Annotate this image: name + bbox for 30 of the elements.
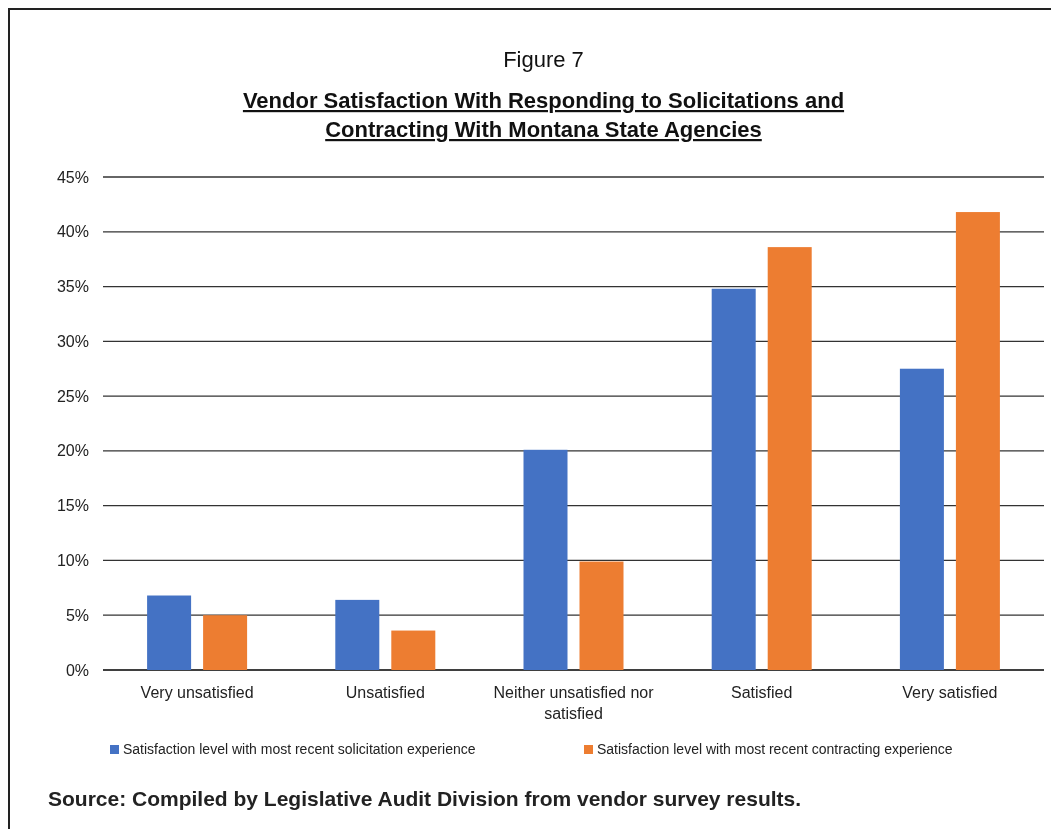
legend-label: Satisfaction level with most recent contracting experience xyxy=(597,741,953,757)
bar xyxy=(335,599,380,670)
chart-title: Figure 7 xyxy=(503,47,584,72)
bar xyxy=(955,212,1000,670)
bar xyxy=(391,630,436,670)
bar xyxy=(711,288,756,670)
y-tick-label: 25% xyxy=(56,387,89,405)
bar xyxy=(579,561,624,670)
bar xyxy=(203,615,248,670)
y-tick-label: 0% xyxy=(65,661,89,679)
y-tick-label: 30% xyxy=(56,332,89,350)
y-tick-label: 5% xyxy=(65,606,89,624)
bar xyxy=(523,449,568,670)
y-tick-label: 40% xyxy=(56,223,89,241)
x-tick-label: Satisfied xyxy=(731,684,793,701)
x-tick-label: Unsatisfied xyxy=(345,684,425,701)
source-note: Source: Compiled by Legislative Audit Division from vendor survey results. xyxy=(48,787,802,810)
x-tick-label: Neither unsatisfied nor satisfied xyxy=(493,684,655,722)
bar xyxy=(147,595,192,670)
bar xyxy=(899,368,944,670)
legend-label: Satisfaction level with most recent solicitation experience xyxy=(123,741,476,757)
bar xyxy=(767,247,812,670)
y-tick-label: 45% xyxy=(56,168,89,186)
y-tick-label: 10% xyxy=(56,552,89,570)
x-tick-label: Very unsatisfied xyxy=(140,684,254,701)
x-tick-label: Very satisfied xyxy=(902,684,998,701)
y-tick-label: 35% xyxy=(56,278,89,296)
y-tick-label: 15% xyxy=(56,497,89,515)
y-tick-label: 20% xyxy=(56,442,89,460)
chart-subtitle: Vendor Satisfaction With Responding to Solicitations and Contracting With Montana State Agencies xyxy=(242,88,845,142)
